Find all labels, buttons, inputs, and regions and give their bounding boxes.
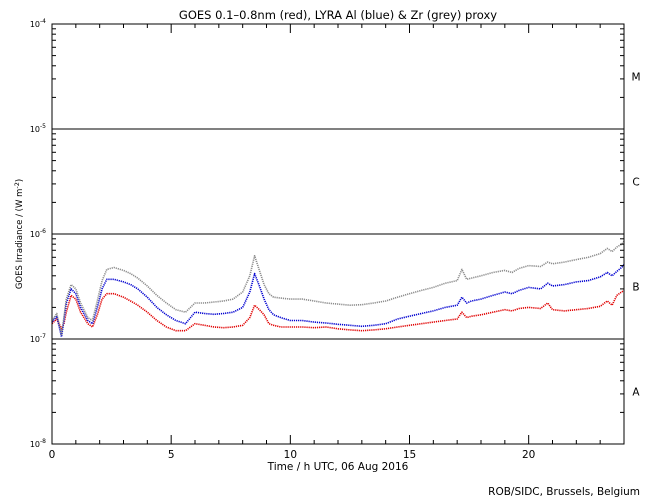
chart-title: GOES 0.1–0.8nm (red), LYRA Al (blue) & Z…	[179, 8, 497, 22]
series-line-0	[51, 289, 625, 332]
y-axis-label-sup: -2	[13, 182, 21, 188]
x-tick-label: 15	[403, 449, 416, 461]
class-label-a: A	[632, 387, 640, 399]
y-axis-label: GOES Irradiance / (W m-2)	[13, 179, 25, 289]
y-tick-label: 10-6	[30, 228, 46, 239]
class-label-c: C	[632, 177, 639, 189]
series-layer	[51, 240, 625, 338]
class-label-m: M	[631, 72, 640, 84]
series-line-2	[51, 240, 625, 336]
class-label-b: B	[632, 282, 639, 294]
x-tick-label: 10	[284, 449, 297, 461]
y-tick-label: 10-4	[30, 18, 46, 29]
y-tick-label: 10-7	[30, 333, 46, 344]
x-tick-label: 5	[168, 449, 175, 461]
y-tick-label: 10-8	[30, 438, 46, 449]
x-axis-ticks: 0 5 10 15 20	[49, 24, 625, 461]
y-axis-label-close: )	[15, 179, 25, 182]
flare-class-lines	[52, 128, 624, 340]
x-tick-label: 20	[522, 449, 535, 461]
y-axis-ticks: 10-8 10-7 10-6 10-5 10-4	[30, 18, 624, 449]
series-line-1	[51, 264, 625, 338]
y-axis-label-main: GOES Irradiance / (W m	[15, 189, 25, 290]
x-tick-label: 0	[49, 449, 56, 461]
x-axis-label: Time / h UTC, 06 Aug 2016	[267, 461, 409, 473]
flare-class-labels: A B C M	[631, 72, 640, 399]
credit-label: ROB/SIDC, Brussels, Belgium	[488, 486, 640, 498]
y-tick-label: 10-5	[30, 123, 46, 134]
